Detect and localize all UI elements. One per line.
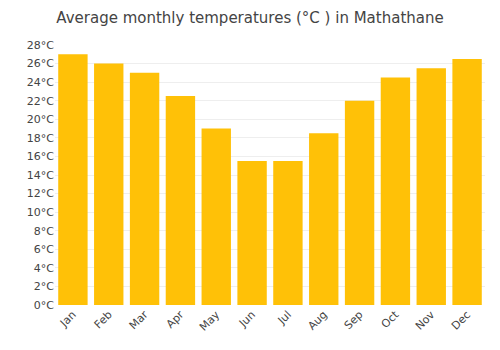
svg-text:20°C: 20°C — [27, 113, 54, 126]
svg-text:16°C: 16°C — [27, 150, 54, 163]
svg-text:May: May — [197, 308, 223, 334]
svg-text:28°C: 28°C — [27, 39, 54, 52]
svg-text:Feb: Feb — [92, 308, 115, 331]
svg-text:8°C: 8°C — [34, 225, 54, 238]
svg-text:2°C: 2°C — [34, 280, 54, 293]
svg-text:12°C: 12°C — [27, 187, 54, 200]
svg-text:18°C: 18°C — [27, 132, 54, 145]
svg-text:24°C: 24°C — [27, 76, 54, 89]
svg-text:10°C: 10°C — [27, 206, 54, 219]
svg-text:Average monthly temperatures (: Average monthly temperatures (°C ) in Ma… — [56, 9, 443, 27]
svg-text:Jul: Jul — [275, 308, 294, 327]
svg-text:6°C: 6°C — [34, 243, 54, 256]
svg-text:Sep: Sep — [342, 308, 366, 332]
svg-text:Aug: Aug — [305, 308, 329, 332]
svg-text:Jun: Jun — [236, 308, 258, 330]
svg-text:Apr: Apr — [164, 308, 187, 331]
svg-text:0°C: 0°C — [34, 299, 54, 312]
svg-text:Jan: Jan — [57, 308, 79, 330]
svg-text:Mar: Mar — [127, 308, 151, 332]
svg-text:26°C: 26°C — [27, 57, 54, 70]
svg-text:Nov: Nov — [413, 308, 438, 333]
svg-text:Oct: Oct — [379, 308, 402, 331]
svg-text:Dec: Dec — [449, 308, 473, 332]
svg-text:14°C: 14°C — [27, 169, 54, 182]
svg-text:22°C: 22°C — [27, 95, 54, 108]
svg-text:4°C: 4°C — [34, 262, 54, 275]
